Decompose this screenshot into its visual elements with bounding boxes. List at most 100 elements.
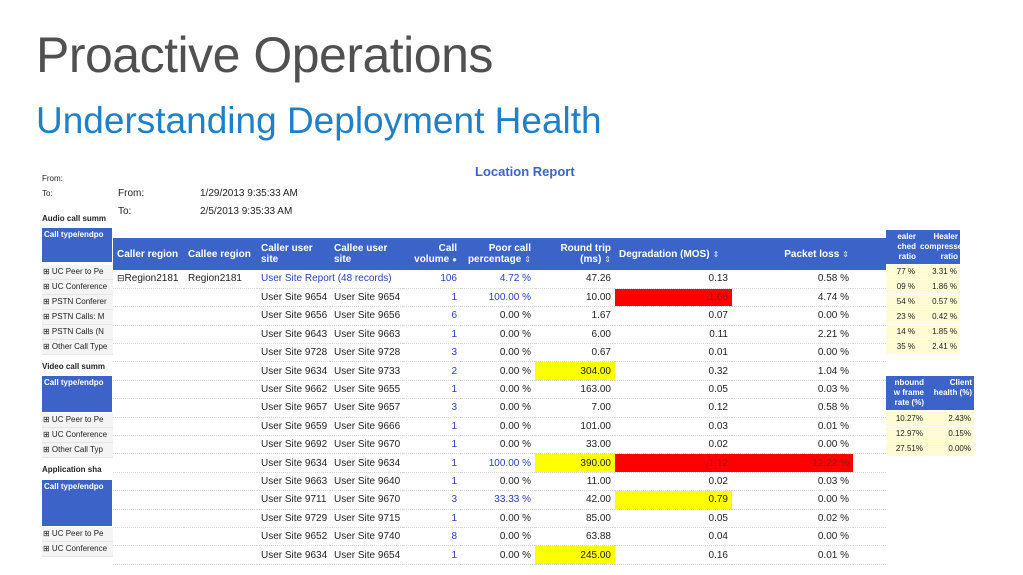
bg-healer-cell: 23 % xyxy=(886,310,918,324)
col-header-call-volume[interactable]: Call volume ● xyxy=(403,238,461,270)
table-row: User Site 9728 User Site 9728 3 0.00 % 0.67 0… xyxy=(113,343,886,363)
bg-audio-row[interactable]: ⊞ Other Call Type xyxy=(42,340,113,355)
group-site-report-link[interactable]: User Site Report (48 records) xyxy=(257,270,403,289)
bg-app-row[interactable]: ⊞ UC Conference xyxy=(42,542,113,557)
bg-video-metric-cell: 2.43% xyxy=(926,412,974,426)
region-cell xyxy=(184,343,257,363)
col-header-callee-region[interactable]: Callee region xyxy=(184,238,257,270)
group-call-volume[interactable]: 106 xyxy=(403,270,461,289)
poor-pct-cell: 0.00 % xyxy=(461,545,535,565)
group-callee-region: Region2181 xyxy=(184,270,257,289)
degradation-cell: 0.03 xyxy=(615,417,732,437)
call-volume-cell[interactable]: 1 xyxy=(403,380,461,400)
call-volume-cell[interactable]: 3 xyxy=(403,343,461,363)
poor-pct-cell: 0.00 % xyxy=(461,343,535,363)
call-volume-cell[interactable]: 1 xyxy=(403,545,461,565)
group-round-trip: 47.26 xyxy=(535,270,615,289)
round-trip-cell: 1.67 xyxy=(535,306,615,326)
call-volume-cell[interactable]: 1 xyxy=(403,417,461,437)
bg-app-row[interactable]: ⊞ UC Peer to Pe xyxy=(42,527,113,542)
bg-video-metric-header: Client health (%) xyxy=(926,376,974,410)
callee-site-cell: User Site 9670 xyxy=(330,435,403,455)
region-cell xyxy=(113,453,184,473)
callee-site-cell: User Site 9657 xyxy=(330,398,403,418)
region-cell xyxy=(113,288,184,308)
poor-pct-cell[interactable]: 100.00 % xyxy=(461,453,535,473)
bg-audio-row[interactable]: ⊞ UC Peer to Pe xyxy=(42,265,113,280)
region-cell xyxy=(184,417,257,437)
degradation-cell: 1.12 xyxy=(615,453,732,473)
spacer-cell xyxy=(853,270,886,289)
round-trip-cell: 163.00 xyxy=(535,380,615,400)
sort-icon[interactable]: ⇕ xyxy=(524,255,531,264)
region-cell xyxy=(184,545,257,565)
poor-pct-cell[interactable]: 33.33 % xyxy=(461,490,535,510)
table-row: User Site 9634 User Site 9654 1 0.00 % 245.0… xyxy=(113,545,886,565)
to-value: 2/5/2013 9:35:33 AM xyxy=(200,206,293,217)
col-header-poor-pct[interactable]: Poor call percentage ⇕ xyxy=(461,238,535,270)
region-cell xyxy=(184,306,257,326)
bg-audio-header: Call type/endpo xyxy=(42,228,112,262)
region-cell xyxy=(113,380,184,400)
caller-site-cell: User Site 9634 xyxy=(257,361,330,381)
bg-healer-cell: 35 % xyxy=(886,340,918,354)
to-label: To: xyxy=(118,206,132,217)
sort-icon[interactable]: ⇕ xyxy=(712,249,720,259)
spacer-cell xyxy=(853,472,886,492)
sort-icon[interactable]: ⇕ xyxy=(842,249,849,259)
col-header-degradation[interactable]: Degradation (MOS) ⇕ xyxy=(615,238,732,270)
bg-audio-row[interactable]: ⊞ PSTN Calls: M xyxy=(42,310,113,325)
group-caller-region[interactable]: ⊟Region2181 xyxy=(113,270,184,289)
region-cell xyxy=(113,490,184,510)
group-poor-pct[interactable]: 4.72 % xyxy=(461,270,535,289)
bg-audio-row[interactable]: ⊞ PSTN Calls (N xyxy=(42,325,113,340)
table-row: User Site 9654 User Site 9654 1 100.00 % 10.… xyxy=(113,288,886,308)
col-header-packet-loss[interactable]: Packet loss ⇕ xyxy=(732,238,853,270)
bg-video-row[interactable]: ⊞ Other Call Typ xyxy=(42,443,113,458)
call-volume-cell[interactable]: 1 xyxy=(403,472,461,492)
col-header-round-trip[interactable]: Round trip (ms) ⇕ xyxy=(535,238,615,270)
packet-loss-cell: 4.74 % xyxy=(732,288,853,308)
col-header-caller-site[interactable]: Caller user site xyxy=(257,238,330,270)
round-trip-cell: 10.00 xyxy=(535,288,615,308)
call-volume-cell[interactable]: 2 xyxy=(403,361,461,381)
region-cell xyxy=(184,527,257,547)
spacer-cell xyxy=(853,361,886,381)
poor-pct-cell[interactable]: 100.00 % xyxy=(461,288,535,308)
bg-audio-row[interactable]: ⊞ PSTN Conferer xyxy=(42,295,113,310)
region-cell xyxy=(113,527,184,547)
callee-site-cell: User Site 9663 xyxy=(330,325,403,345)
call-volume-cell[interactable]: 1 xyxy=(403,509,461,528)
bg-audio-row[interactable]: ⊞ UC Conference xyxy=(42,280,113,295)
call-volume-cell[interactable]: 6 xyxy=(403,306,461,326)
callee-site-cell: User Site 9740 xyxy=(330,527,403,547)
packet-loss-cell: 0.01 % xyxy=(732,545,853,565)
bg-healer-cell: 0.42 % xyxy=(918,310,960,324)
caller-site-cell: User Site 9634 xyxy=(257,545,330,565)
poor-pct-cell: 0.00 % xyxy=(461,509,535,528)
call-volume-cell[interactable]: 3 xyxy=(403,398,461,418)
collapse-icon[interactable]: ⊟ xyxy=(117,274,125,285)
col-header-caller-region[interactable]: Caller region xyxy=(113,238,184,270)
call-volume-cell[interactable]: 1 xyxy=(403,453,461,473)
table-row: User Site 9634 User Site 9733 2 0.00 % 304.0… xyxy=(113,361,886,381)
sort-icon[interactable]: ⇕ xyxy=(604,255,611,264)
round-trip-cell: 63.88 xyxy=(535,527,615,547)
bg-healer-cell: 2.41 % xyxy=(918,340,960,354)
bg-video-row[interactable]: ⊞ UC Conference xyxy=(42,428,113,443)
call-volume-cell[interactable]: 1 xyxy=(403,435,461,455)
degradation-cell: 0.02 xyxy=(615,472,732,492)
bg-video-row[interactable]: ⊞ UC Peer to Pe xyxy=(42,413,113,428)
from-label: From: xyxy=(118,188,145,199)
slide-title: Proactive Operations xyxy=(36,27,493,83)
callee-site-cell: User Site 9634 xyxy=(330,453,403,473)
sort-icon[interactable]: ● xyxy=(452,255,457,264)
call-volume-cell[interactable]: 8 xyxy=(403,527,461,547)
round-trip-cell: 33.00 xyxy=(535,435,615,455)
region-cell xyxy=(184,288,257,308)
call-volume-cell[interactable]: 3 xyxy=(403,490,461,510)
call-volume-cell[interactable]: 1 xyxy=(403,288,461,308)
col-header-callee-site[interactable]: Callee user site xyxy=(330,238,403,270)
region-cell xyxy=(184,509,257,528)
call-volume-cell[interactable]: 1 xyxy=(403,325,461,345)
